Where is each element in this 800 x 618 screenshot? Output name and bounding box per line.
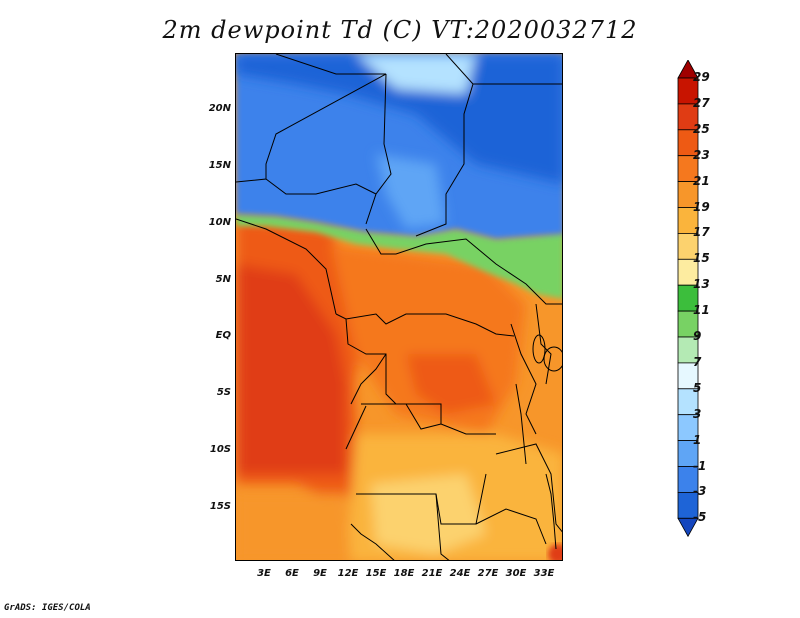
lon-label-9e: 9E	[313, 568, 327, 579]
colorbar-label: 21	[693, 173, 710, 188]
map-title: 2m dewpoint Td (C) VT:2020032712	[162, 16, 638, 44]
colorbar-label: 3	[693, 406, 702, 421]
lon-label-3e: 3E	[257, 568, 271, 579]
colorbar-label: -3	[693, 484, 707, 499]
lon-label-18e: 18E	[393, 568, 415, 579]
colorbar-label: 23	[693, 147, 710, 162]
southeast-warm-spot	[548, 544, 562, 560]
lat-label-10s: 10S	[209, 444, 231, 455]
colorbar-label: -5	[693, 510, 707, 525]
sahara-very-dry	[236, 54, 562, 184]
colorbar-label: 5	[693, 380, 702, 395]
lake-tanganyika	[515, 383, 527, 465]
colorbar	[677, 60, 699, 538]
colorbar-label: 1	[693, 432, 702, 447]
coastal-max-zone	[236, 264, 346, 474]
colorbar-label: 17	[693, 225, 710, 240]
southwest-ocean	[236, 494, 351, 560]
lon-label-30e: 30E	[505, 568, 527, 579]
desert-highlands	[356, 54, 476, 94]
footer-credit: GrADS: IGES/COLA	[4, 603, 91, 613]
lake-victoria	[543, 346, 562, 372]
lat-label-10n: 10N	[208, 217, 231, 228]
lon-label-21e: 21E	[421, 568, 443, 579]
lat-label-5s: 5S	[216, 387, 231, 398]
lon-label-27e: 27E	[477, 568, 499, 579]
colorbar-label: 7	[693, 354, 702, 369]
colorbar-label: 13	[693, 277, 710, 292]
dewpoint-field	[236, 54, 562, 560]
dewpoint-map	[235, 53, 563, 561]
lat-label-eq: EQ	[215, 330, 231, 341]
lon-label-12e: 12E	[337, 568, 359, 579]
transition-green-band	[236, 214, 562, 299]
colorbar-label: 11	[693, 303, 710, 318]
lon-label-24e: 24E	[449, 568, 471, 579]
colorbar-label: 25	[693, 121, 710, 136]
lon-label-6e: 6E	[285, 568, 299, 579]
lat-label-5n: 5N	[215, 274, 231, 285]
lakes	[515, 334, 562, 550]
colorbar-label: -1	[693, 458, 707, 473]
lat-label-20n: 20N	[208, 103, 231, 114]
north-central-dry	[376, 154, 446, 229]
lake-malawi	[545, 473, 557, 550]
central-moist-core	[406, 354, 496, 414]
lon-label-15e: 15E	[365, 568, 387, 579]
lon-label-33e: 33E	[533, 568, 555, 579]
colorbar-bottom-arrow	[677, 517, 699, 538]
colorbar-label: 29	[693, 70, 710, 84]
colorbar-label: 19	[693, 199, 710, 214]
lake-albert	[532, 334, 546, 364]
colorbar-label: 15	[693, 251, 710, 266]
colorbar-label: 27	[693, 95, 710, 110]
lat-label-15s: 15S	[209, 501, 231, 512]
colorbar-label: 9	[693, 329, 702, 343]
country-borders	[236, 54, 562, 560]
lat-label-15n: 15N	[208, 160, 231, 171]
